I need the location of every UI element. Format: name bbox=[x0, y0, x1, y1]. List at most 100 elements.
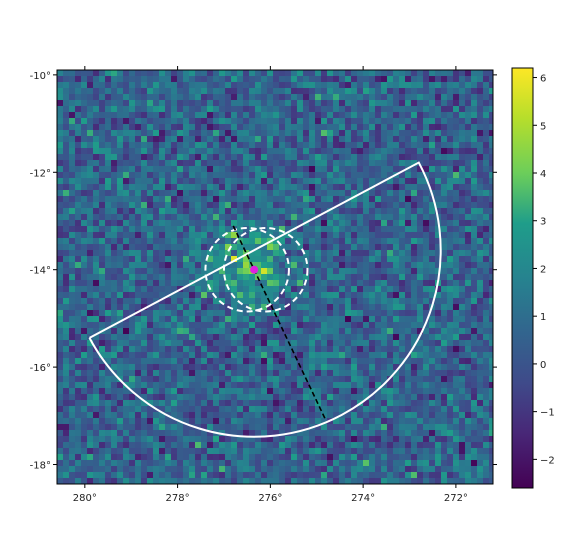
heatmap-cell bbox=[441, 238, 448, 245]
heatmap-cell bbox=[423, 256, 430, 263]
heatmap-cell bbox=[177, 268, 184, 275]
heatmap-cell bbox=[291, 148, 298, 155]
heatmap-cell bbox=[447, 148, 454, 155]
heatmap-cell bbox=[189, 298, 196, 305]
heatmap-cell bbox=[393, 286, 400, 293]
heatmap-cell bbox=[255, 448, 262, 455]
heatmap-cell bbox=[375, 106, 382, 113]
heatmap-cell bbox=[69, 214, 76, 221]
heatmap-cell bbox=[465, 418, 472, 425]
heatmap-cell bbox=[129, 82, 136, 89]
heatmap-cell bbox=[123, 460, 130, 467]
heatmap-cell bbox=[225, 448, 232, 455]
heatmap-cell bbox=[489, 148, 493, 155]
heatmap-cell bbox=[327, 292, 334, 299]
heatmap-cell bbox=[99, 154, 106, 161]
heatmap-cell bbox=[147, 286, 154, 293]
heatmap-cell bbox=[309, 328, 316, 335]
heatmap-cell bbox=[189, 250, 196, 257]
heatmap-cell bbox=[195, 304, 202, 311]
heatmap-cell bbox=[117, 442, 124, 449]
heatmap-cell bbox=[459, 220, 466, 227]
heatmap-cell bbox=[177, 304, 184, 311]
heatmap-cell bbox=[345, 466, 352, 473]
heatmap-cell bbox=[297, 244, 304, 251]
heatmap-cell bbox=[483, 286, 490, 293]
heatmap-cell bbox=[309, 448, 316, 455]
heatmap-cell bbox=[207, 100, 214, 107]
heatmap-cell bbox=[351, 256, 358, 263]
heatmap-cell bbox=[303, 292, 310, 299]
heatmap-cell bbox=[405, 196, 412, 203]
heatmap-cell bbox=[327, 88, 334, 95]
heatmap-cell bbox=[321, 208, 328, 215]
heatmap-cell bbox=[333, 400, 340, 407]
heatmap-cell bbox=[351, 130, 358, 137]
heatmap-cell bbox=[339, 154, 346, 161]
heatmap-cell bbox=[309, 442, 316, 449]
heatmap-cell bbox=[459, 94, 466, 101]
heatmap-cell bbox=[87, 286, 94, 293]
heatmap-cell bbox=[411, 220, 418, 227]
heatmap-cell bbox=[57, 196, 64, 203]
heatmap-cell bbox=[333, 286, 340, 293]
heatmap-cell bbox=[297, 460, 304, 467]
heatmap-cell bbox=[225, 214, 232, 221]
heatmap-cell bbox=[183, 364, 190, 371]
heatmap-cell bbox=[345, 220, 352, 227]
heatmap-cell bbox=[465, 76, 472, 83]
heatmap-cell bbox=[387, 166, 394, 173]
heatmap-cell bbox=[417, 460, 424, 467]
heatmap-cell bbox=[471, 262, 478, 269]
heatmap-cell bbox=[441, 286, 448, 293]
heatmap-cell bbox=[105, 436, 112, 443]
heatmap-cell bbox=[471, 406, 478, 413]
heatmap-cell bbox=[201, 166, 208, 173]
heatmap-cell bbox=[123, 376, 130, 383]
heatmap-cell bbox=[411, 400, 418, 407]
heatmap-cell bbox=[345, 304, 352, 311]
heatmap-cell bbox=[387, 370, 394, 377]
heatmap-cell bbox=[201, 136, 208, 143]
heatmap-cell bbox=[99, 316, 106, 323]
heatmap-cell bbox=[417, 322, 424, 329]
heatmap-cell bbox=[393, 160, 400, 167]
heatmap-cell bbox=[489, 364, 493, 371]
heatmap-cell bbox=[117, 172, 124, 179]
heatmap-cell bbox=[327, 136, 334, 143]
heatmap-cell bbox=[231, 334, 238, 341]
heatmap-cell bbox=[69, 250, 76, 257]
heatmap-cell bbox=[393, 112, 400, 119]
heatmap-cell bbox=[309, 460, 316, 467]
heatmap-cell bbox=[225, 130, 232, 137]
heatmap-cell bbox=[327, 310, 334, 317]
heatmap-cell bbox=[81, 250, 88, 257]
heatmap-cell bbox=[207, 322, 214, 329]
heatmap-cell bbox=[453, 268, 460, 275]
heatmap-cell bbox=[129, 478, 136, 484]
heatmap-cell bbox=[279, 382, 286, 389]
heatmap-cell bbox=[171, 280, 178, 287]
heatmap-cell bbox=[261, 130, 268, 137]
heatmap-cell bbox=[255, 280, 262, 287]
heatmap-cell bbox=[465, 208, 472, 215]
heatmap-cell bbox=[207, 250, 214, 257]
heatmap-cell bbox=[243, 70, 250, 77]
heatmap-cell bbox=[411, 136, 418, 143]
heatmap-cell bbox=[135, 178, 142, 185]
heatmap-cell bbox=[261, 352, 268, 359]
heatmap-cell bbox=[477, 166, 484, 173]
heatmap-cell bbox=[237, 436, 244, 443]
heatmap-cell bbox=[135, 112, 142, 119]
heatmap-cell bbox=[357, 310, 364, 317]
heatmap-cell bbox=[471, 76, 478, 83]
heatmap-cell bbox=[63, 364, 70, 371]
heatmap-cell bbox=[267, 214, 274, 221]
heatmap-cell bbox=[387, 274, 394, 281]
heatmap-cell bbox=[213, 334, 220, 341]
heatmap-cell bbox=[117, 412, 124, 419]
heatmap-cell bbox=[345, 430, 352, 437]
heatmap-cell bbox=[453, 286, 460, 293]
heatmap-cell bbox=[189, 418, 196, 425]
heatmap-cell bbox=[255, 328, 262, 335]
